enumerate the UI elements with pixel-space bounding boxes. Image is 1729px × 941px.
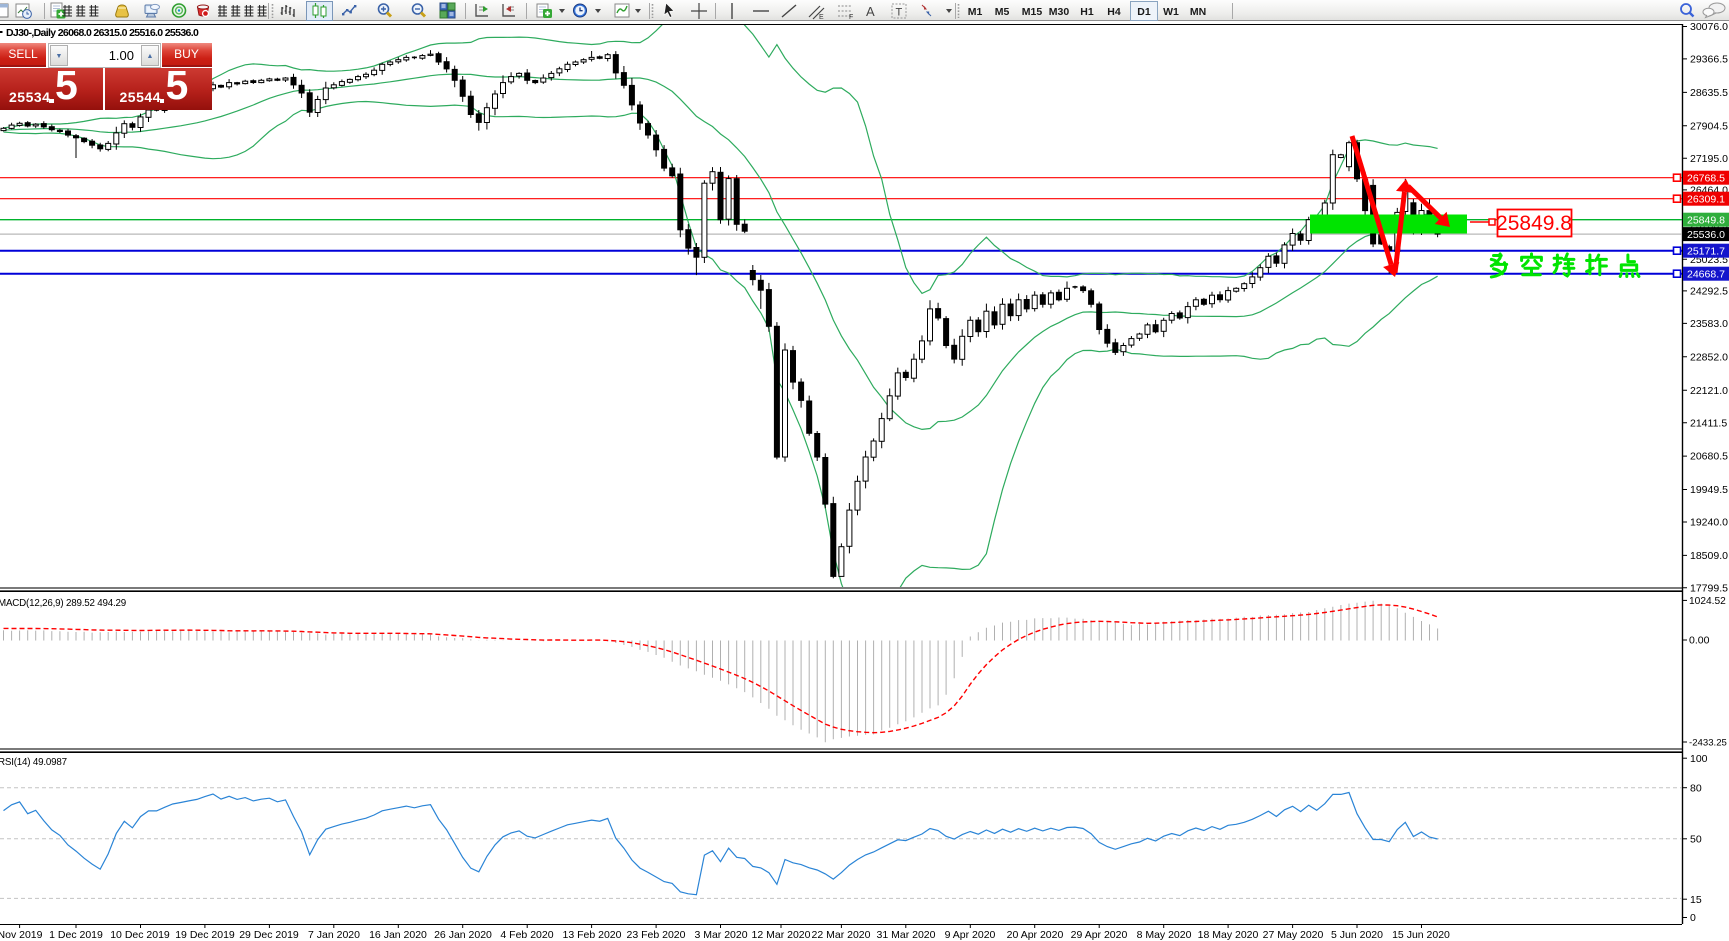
svg-text:18509.0: 18509.0 [1690,550,1728,562]
svg-text:20 Apr 2020: 20 Apr 2020 [1007,929,1064,941]
svg-text:29 Apr 2020: 29 Apr 2020 [1071,929,1128,941]
svg-text:M5: M5 [995,6,1010,18]
svg-text:29 Dec 2019: 29 Dec 2019 [239,929,299,941]
svg-text:16 Jan 2020: 16 Jan 2020 [369,929,427,941]
svg-text:Nov 2019: Nov 2019 [0,929,43,941]
svg-text:31 Mar 2020: 31 Mar 2020 [877,929,936,941]
svg-text:0.00: 0.00 [1689,635,1710,647]
svg-text:-2433.25: -2433.25 [1689,738,1727,749]
svg-text:RSI(14) 49.0987: RSI(14) 49.0987 [0,757,67,768]
svg-text:22121.0: 22121.0 [1690,385,1728,397]
svg-text:MACD(12,26,9) 289.52 494.29: MACD(12,26,9) 289.52 494.29 [0,598,126,609]
svg-text:80: 80 [1690,782,1702,794]
svg-text:5 Jun 2020: 5 Jun 2020 [1331,929,1383,941]
svg-text:D1: D1 [1137,6,1151,18]
svg-text:25171.7: 25171.7 [1687,246,1725,258]
svg-text:8 May 2020: 8 May 2020 [1137,929,1192,941]
svg-text:27904.5: 27904.5 [1690,120,1728,132]
svg-text:M1: M1 [968,6,983,18]
svg-text:19240.0: 19240.0 [1690,517,1728,529]
svg-text:4 Feb 2020: 4 Feb 2020 [500,929,553,941]
svg-text:23583.0: 23583.0 [1690,318,1728,330]
svg-text:0: 0 [1690,912,1696,924]
svg-text:MN: MN [1190,6,1206,18]
svg-text:27195.0: 27195.0 [1690,153,1728,165]
svg-text:25849.8: 25849.8 [1496,212,1572,235]
svg-text:13 Feb 2020: 13 Feb 2020 [563,929,622,941]
svg-text:12 Mar 2020: 12 Mar 2020 [752,929,811,941]
svg-text:10 Dec 2019: 10 Dec 2019 [110,929,170,941]
svg-text:23 Feb 2020: 23 Feb 2020 [627,929,686,941]
svg-text:24668.7: 24668.7 [1687,269,1725,281]
svg-text:T: T [896,7,903,19]
svg-text:DJ30-,Daily 26068.0 26315.0 2: DJ30-,Daily 26068.0 26315.0 25516.0 2553… [6,27,199,39]
svg-text:A: A [866,4,875,19]
svg-text:24292.5: 24292.5 [1690,286,1728,298]
svg-text:H4: H4 [1107,6,1121,18]
svg-text:M30: M30 [1049,6,1070,18]
svg-text:26768.5: 26768.5 [1687,173,1725,185]
svg-text:9 Apr 2020: 9 Apr 2020 [945,929,996,941]
svg-text:19949.5: 19949.5 [1690,484,1728,496]
svg-text:29366.5: 29366.5 [1690,54,1728,66]
svg-text:22852.0: 22852.0 [1690,351,1728,363]
svg-text:1 Dec 2019: 1 Dec 2019 [49,929,103,941]
svg-text:17799.5: 17799.5 [1690,582,1728,594]
svg-text:25536.0: 25536.0 [1687,229,1725,241]
svg-text:15 Jun 2020: 15 Jun 2020 [1392,929,1450,941]
svg-text:28635.5: 28635.5 [1690,87,1728,99]
svg-text:M15: M15 [1022,6,1043,18]
svg-text:30076.0: 30076.0 [1690,21,1728,33]
svg-text:19 Dec 2019: 19 Dec 2019 [175,929,235,941]
svg-text:21411.5: 21411.5 [1690,417,1727,429]
svg-text:E: E [819,14,824,21]
svg-text:F: F [849,14,853,21]
svg-text:20680.5: 20680.5 [1690,451,1728,463]
svg-text:H1: H1 [1080,6,1094,18]
svg-text:3 Mar 2020: 3 Mar 2020 [694,929,747,941]
svg-text:25849.8: 25849.8 [1687,215,1725,227]
svg-text:15: 15 [1690,894,1702,906]
svg-text:27 May 2020: 27 May 2020 [1263,929,1324,941]
svg-text:26309.1: 26309.1 [1687,194,1725,206]
svg-text:50: 50 [1690,833,1702,845]
svg-text:W1: W1 [1163,6,1179,18]
svg-text:18 May 2020: 18 May 2020 [1198,929,1259,941]
svg-text:1024.52: 1024.52 [1689,596,1726,607]
svg-text:7 Jan 2020: 7 Jan 2020 [308,929,360,941]
svg-text:26 Jan 2020: 26 Jan 2020 [434,929,492,941]
svg-text:100: 100 [1690,753,1708,765]
svg-text:22 Mar 2020: 22 Mar 2020 [812,929,871,941]
